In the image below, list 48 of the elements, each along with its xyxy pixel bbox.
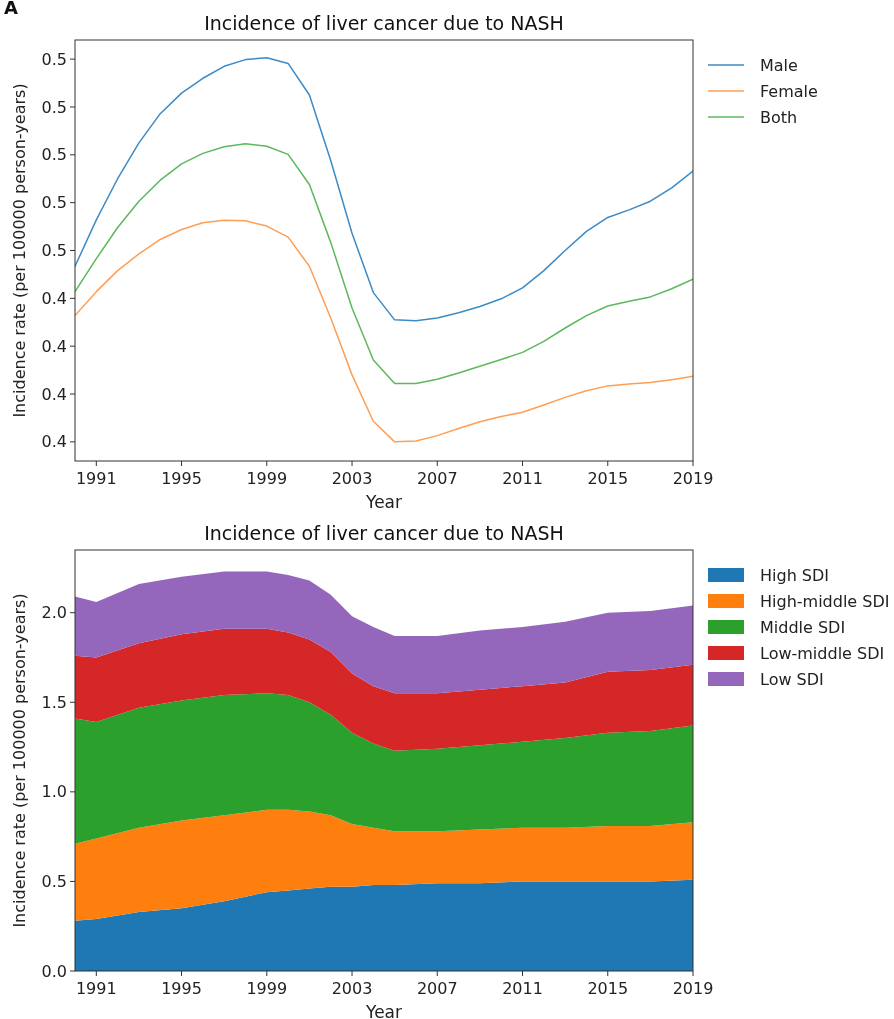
y-tick-label: 0.5 xyxy=(41,193,67,213)
legend-label: Low SDI xyxy=(760,670,824,689)
y-axis-title: Incidence rate (per 100000 person-years) xyxy=(10,83,29,418)
x-tick-label: 2015 xyxy=(587,979,629,998)
y-tick-label: 2.0 xyxy=(41,603,67,623)
y-tick-label: 0.0 xyxy=(41,961,67,981)
y-tick-label: 1.0 xyxy=(41,782,67,802)
y-tick-label: 0.5 xyxy=(41,145,67,165)
legend-label: Female xyxy=(760,82,818,101)
x-axis-title: Year xyxy=(365,492,402,512)
y-tick-label: 0.4 xyxy=(41,336,67,356)
y-tick-label: 0.5 xyxy=(41,97,67,117)
y-tick-label: 0.5 xyxy=(41,241,67,261)
x-tick-label: 2015 xyxy=(587,469,629,488)
line-series xyxy=(75,219,693,443)
x-tick-label: 2011 xyxy=(502,469,543,488)
x-tick-label: 1991 xyxy=(75,979,117,998)
y-axis-title: Incidence rate (per 100000 person-years) xyxy=(10,593,29,928)
chart-title: Incidence of liver cancer due to NASH xyxy=(204,522,564,544)
x-tick-label: 1995 xyxy=(161,979,202,998)
y-tick-label: 0.4 xyxy=(41,384,67,404)
y-tick-label: 0.4 xyxy=(41,432,67,452)
x-tick-label: 2007 xyxy=(416,979,458,998)
legend-label: High SDI xyxy=(760,566,830,585)
legend-label: Middle SDI xyxy=(760,618,846,637)
y-tick-label: 0.5 xyxy=(41,872,67,892)
x-tick-label: 2003 xyxy=(331,979,373,998)
x-tick-label: 1991 xyxy=(75,469,117,488)
x-tick-label: 2019 xyxy=(672,469,714,488)
x-tick-label: 1999 xyxy=(246,979,288,998)
legend-label: High-middle SDI xyxy=(760,592,890,611)
chart-title: Incidence of liver cancer due to NASH xyxy=(204,12,564,34)
x-tick-label: 2003 xyxy=(331,469,373,488)
x-tick-label: 1999 xyxy=(246,469,288,488)
y-tick-label: 0.4 xyxy=(41,288,67,308)
line-series xyxy=(75,143,693,385)
legend-label: Both xyxy=(760,108,798,127)
x-tick-label: 2007 xyxy=(416,469,458,488)
y-tick-label: 1.5 xyxy=(41,692,67,712)
x-tick-label: 2019 xyxy=(672,979,714,998)
line-series xyxy=(75,56,693,322)
y-tick-label: 0.5 xyxy=(41,49,67,69)
x-tick-label: 2011 xyxy=(502,979,543,998)
x-tick-label: 1995 xyxy=(161,469,202,488)
text: A xyxy=(4,0,18,18)
legend-label: Low-middle SDI xyxy=(760,644,885,663)
x-axis-title: Year xyxy=(365,1002,402,1019)
legend-label: Male xyxy=(760,56,798,75)
